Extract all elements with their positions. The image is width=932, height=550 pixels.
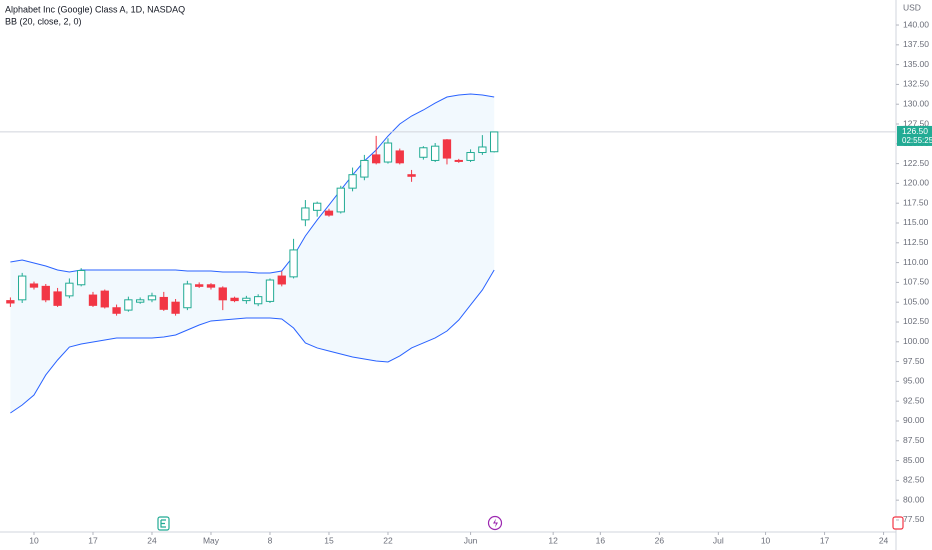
last-price-badge [897, 125, 932, 146]
y-tick-label: 85.00 [903, 455, 925, 465]
x-tick-label: May [203, 535, 220, 545]
candle-body [254, 296, 263, 305]
y-tick-label: 92.50 [903, 395, 925, 405]
candle-body [195, 284, 204, 287]
x-tick-label: 24 [147, 535, 157, 545]
candle-body [360, 159, 369, 178]
upper-band [10, 93, 495, 274]
y-tick-label: 130.00 [903, 98, 929, 108]
y-tick-label: 132.50 [903, 79, 929, 89]
candle-body [230, 297, 239, 302]
y-tick-label: 135.00 [903, 59, 929, 69]
candle-body [18, 275, 27, 301]
y-tick-label: 97.50 [903, 356, 925, 366]
candle-body [277, 275, 286, 285]
candle-body [136, 299, 145, 303]
candle-body [395, 150, 404, 164]
candle-body [53, 291, 62, 306]
x-tick-label: 22 [383, 535, 393, 545]
x-tick-label: 24 [879, 535, 889, 545]
candle-body [88, 294, 98, 306]
candle-body [490, 131, 499, 153]
y-tick-label: 90.00 [903, 415, 925, 425]
candle-body [29, 283, 39, 288]
candle-body [124, 299, 133, 311]
indicator-label: BB (20, close, 2, 0) [5, 16, 82, 26]
candle-body [100, 290, 109, 308]
x-tick-label: 26 [655, 535, 665, 545]
earnings-icon [157, 516, 170, 531]
currency-label: USD [903, 2, 921, 12]
candle-body [301, 207, 310, 221]
last-price-label: 126.50 [902, 126, 928, 136]
x-tick-label: Jun [464, 535, 478, 545]
y-tick-label: 140.00 [903, 19, 929, 29]
y-tick-label: 110.00 [903, 257, 929, 267]
y-tick-label: 122.50 [903, 158, 929, 168]
y-tick-label: 115.00 [903, 217, 929, 227]
candle-body [265, 279, 275, 302]
candle-body [65, 282, 74, 297]
candle-body [242, 297, 251, 302]
y-tick-label: 100.00 [903, 336, 929, 346]
lower-band [10, 269, 495, 414]
plot-area [0, 93, 896, 414]
candle-body [112, 307, 121, 314]
x-tick-label: Jul [713, 535, 724, 545]
candle-body [383, 142, 393, 163]
candle-body [466, 152, 475, 161]
y-tick-label: 95.00 [903, 376, 925, 386]
x-tick-label: 10 [29, 535, 39, 545]
candle-body [6, 300, 15, 304]
candle-body [313, 202, 322, 211]
y-tick-label: 87.50 [903, 435, 925, 445]
y-tick-label: 102.50 [903, 316, 929, 326]
y-tick-label: 105.00 [903, 296, 929, 306]
candle-body [159, 296, 168, 310]
candle-body [348, 174, 357, 189]
y-tick-label: 107.50 [903, 277, 929, 287]
y-tick-label: 80.00 [903, 494, 925, 504]
candle-body [324, 210, 334, 216]
candle-body [442, 139, 452, 159]
x-tick-label: 16 [596, 535, 606, 545]
candle-body [183, 283, 192, 309]
candle-body [336, 187, 345, 213]
candle-body [147, 295, 157, 301]
band-fill [10, 93, 495, 413]
x-tick-label: 10 [761, 535, 771, 545]
candle-body [478, 146, 487, 154]
candle-body [454, 159, 463, 162]
candle-body [419, 147, 428, 158]
candle-body [407, 174, 416, 177]
x-tick-label: 17 [820, 535, 830, 545]
countdown-label: 02:55:25 [902, 136, 932, 145]
y-tick-label: 117.50 [903, 197, 929, 207]
y-tick-label: 82.50 [903, 475, 925, 485]
y-tick-label: 112.50 [903, 237, 929, 247]
candle-body [41, 285, 50, 301]
candle-body [431, 145, 440, 161]
candle-body [206, 284, 216, 288]
candle-body [289, 249, 298, 278]
x-tick-label: 15 [324, 535, 334, 545]
candle-body [218, 287, 227, 301]
chart-title: Alphabet Inc (Google) Class A, 1D, NASDA… [5, 4, 185, 14]
candle-body [372, 154, 381, 164]
candle-body [171, 301, 180, 314]
candle-body [77, 270, 86, 286]
x-tick-label: 17 [88, 535, 98, 545]
y-tick-label: 120.00 [903, 178, 929, 188]
y-tick-label: 137.50 [903, 39, 929, 49]
y-tick-label: 77.50 [903, 514, 925, 524]
dividend-icon [487, 515, 503, 531]
y-tick-label: 127.50 [903, 118, 929, 128]
x-tick-label: 12 [548, 535, 558, 545]
x-tick-label: 8 [268, 535, 273, 545]
event-icon [892, 516, 904, 530]
